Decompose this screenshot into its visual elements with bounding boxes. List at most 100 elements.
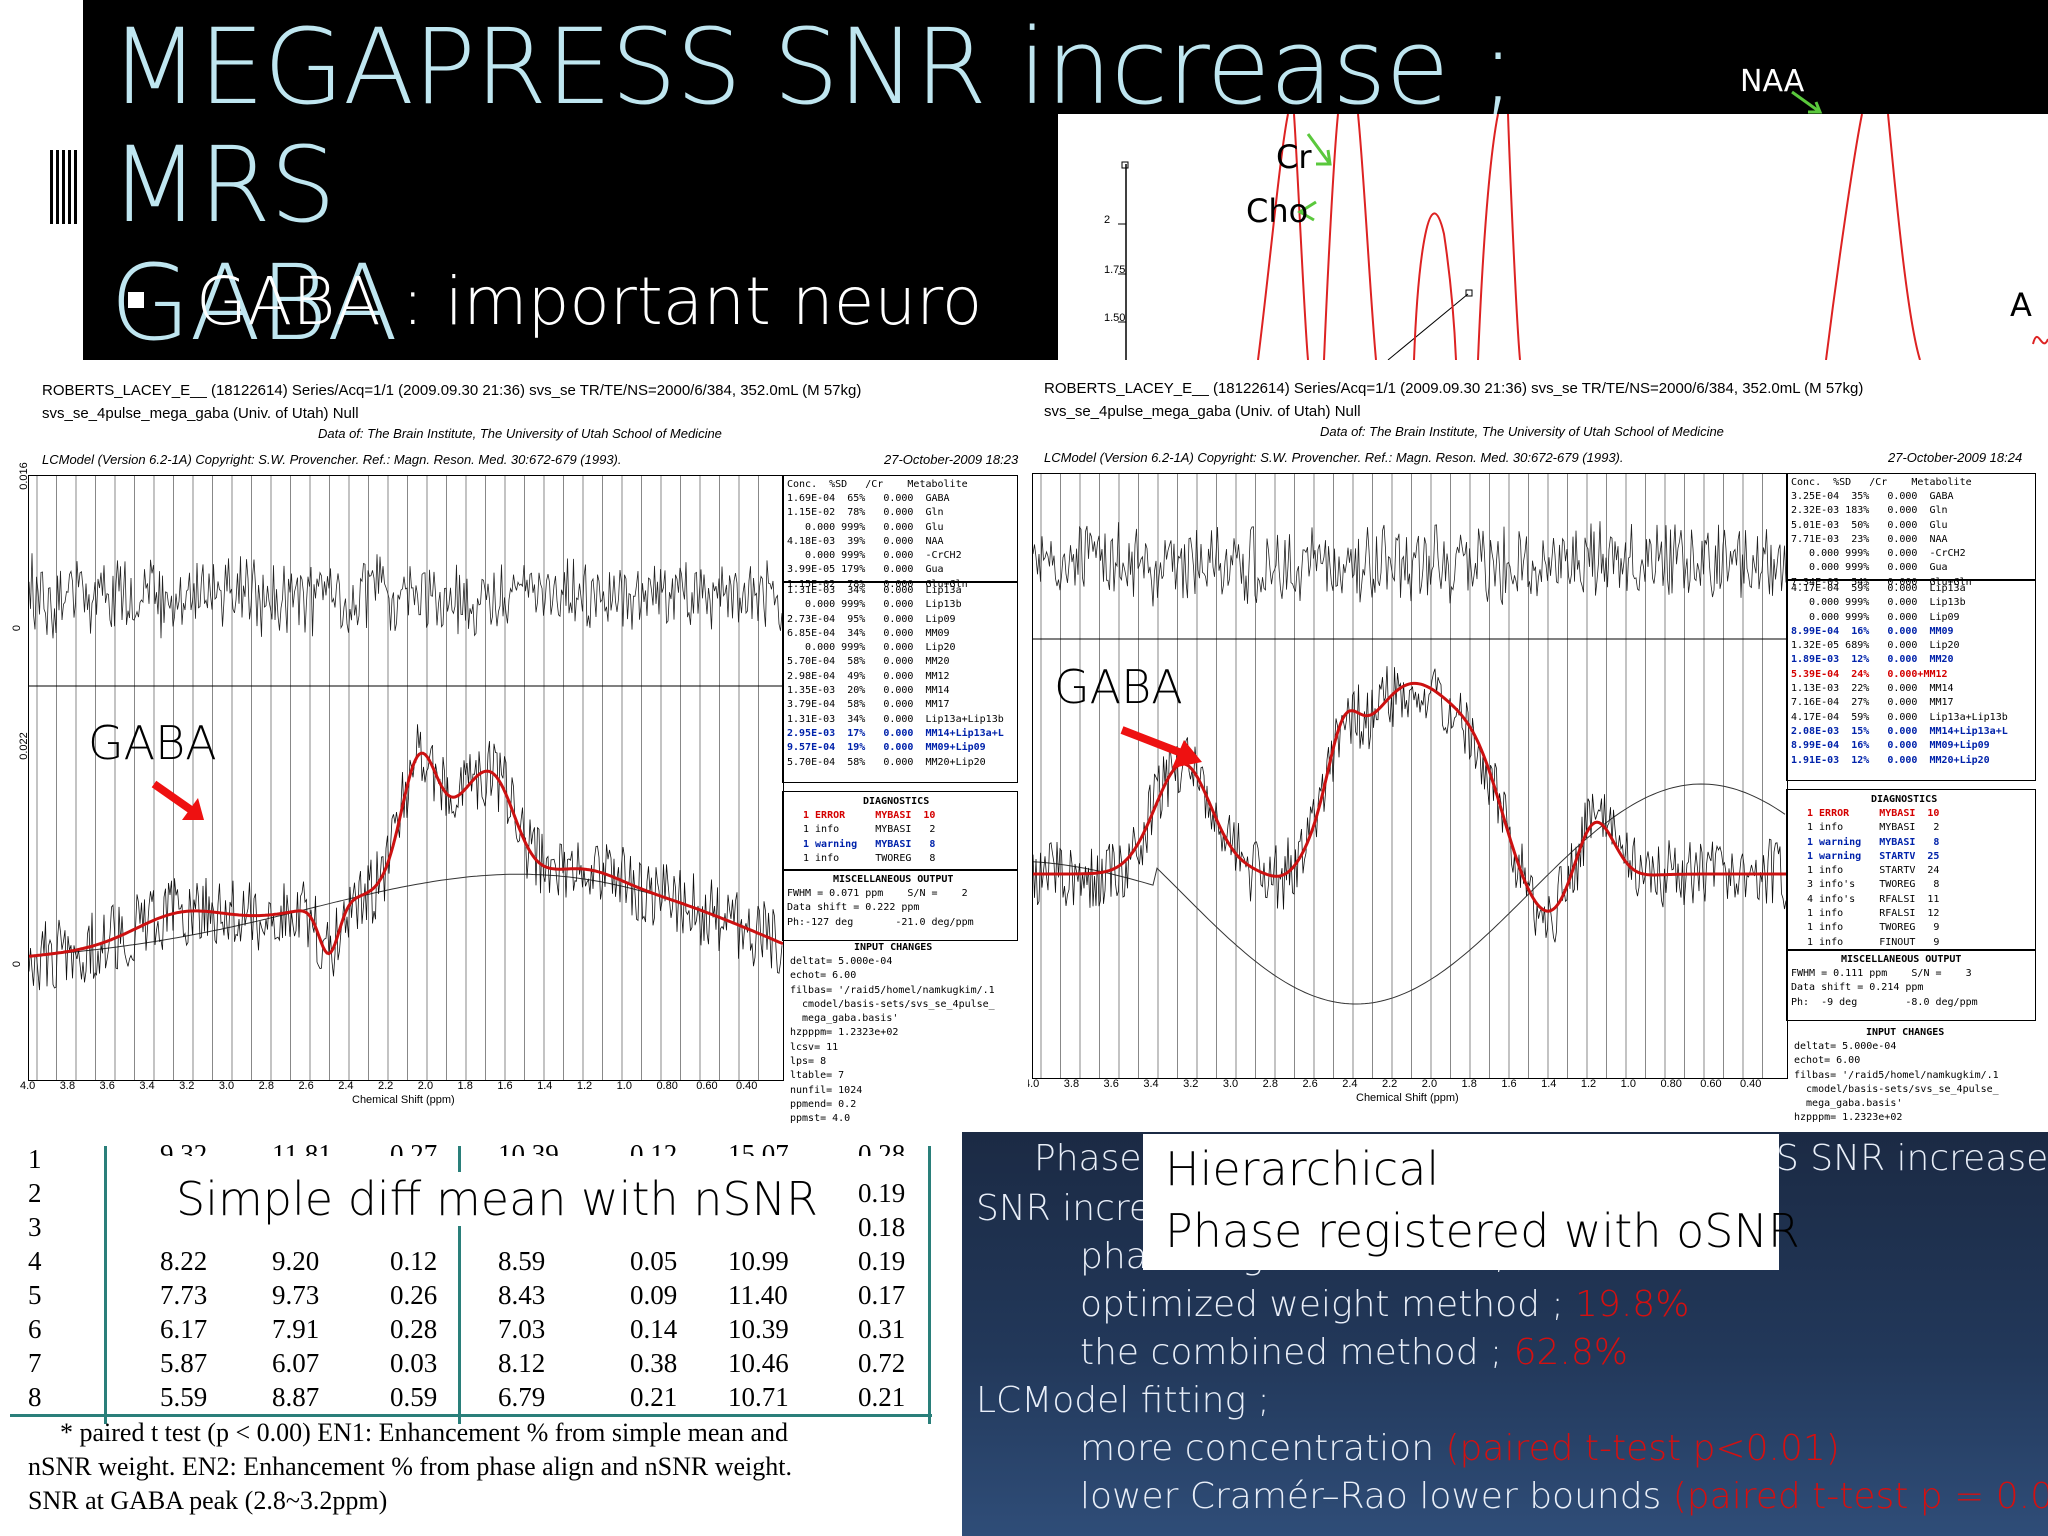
optimized-value: 19.8% [1575,1284,1690,1325]
inset-peak [1323,114,1377,360]
conc-row: 1.69E-04 65% 0.000 GABA [787,493,950,504]
xtick-label: 2.4 [1342,1078,1358,1090]
diagnostics-rows: 1 ERROR MYBASI 10 1 info MYBASI 2 1 warnin… [803,809,935,866]
conc-row: 0.000 999% 0.000 Lip20 [787,642,956,654]
xtick-label: 3.8 [1063,1078,1080,1090]
input-row: hzpppm= 1.2323e+02 [790,1027,899,1039]
xtick-label: 2.0 [417,1080,434,1092]
table-cell: 6.17 [160,1314,208,1344]
conc-row: 1.31E-03 34% 0.000 Lip13a [787,585,962,596]
conc-row-highlight: 8.99E-04 16% 0.000 MM09 [1791,625,1954,637]
conc-row: 3.99E-05 179% 0.000 Gua [787,564,944,576]
conc-row: 0.000 999% 0.000 Gua [1791,562,1948,574]
panel-header-line3: Data of: The Brain Institute, The Univer… [1320,424,1724,439]
cho-arrow-icon [1297,200,1317,222]
table-cell-partial: 0.12 [630,1139,678,1156]
data-trace [28,724,783,991]
table-cell: 0.59 [390,1382,438,1412]
diagnostics-rows: 1 ERROR MYBASI 10 1 info MYBASI 2 1 warnin… [1807,807,1939,950]
diagnostic-row: 1 ERROR MYBASI 10 [803,810,936,821]
conc-row: 0.000 999% 0.000 Lip13b [787,599,962,611]
lower-crlb-text: lower Cramér–Rao lower bounds [1080,1476,1662,1517]
diagnostic-row: 4 info's RFALSI 11 [1807,893,1940,905]
input-row: cmodel/basis-sets/svs_se_4pulse_ [1794,1083,1999,1095]
xtick-label: 2.0 [1421,1078,1438,1090]
lower-crlb-value: (paired t-test p = 0.08). [1672,1476,2048,1517]
xtick-label: 2.8 [258,1080,274,1092]
fit-trace [1033,681,1787,913]
diagnostics-title: DIAGNOSTICS [1871,794,1938,805]
diagnostic-row: 1 warning MYBASI 8 [803,838,936,850]
xtick-label: 3.2 [1183,1078,1199,1090]
xtick-label: 1.0 [616,1080,632,1092]
xtick-label: 1.2 [1580,1078,1597,1090]
spectrum-plot-right [1032,473,1788,1079]
xtick-label: 3.0 [1222,1078,1239,1090]
gaba-red-arrow-icon [1120,726,1202,768]
table-footnote-line1: * paired t test (p < 0.00) EN1: Enhancem… [60,1418,789,1447]
xtick-label: 3.0 [218,1080,235,1092]
table-cell: 11.40 [728,1280,788,1310]
slide-bullet-text: GABA : important neuro [196,263,983,340]
table-cell: 0.31 [858,1314,906,1344]
table-cell: 0.38 [630,1348,678,1378]
diagnostic-row: 1 info RFALSI 12 [1807,908,1940,920]
hierarchical-box: Hierarchical Phase registered with oSNR [1143,1134,1800,1270]
lcmodel-panel-left: ROBERTS_LACEY_E__ (18122614) Series/Acq=… [0,360,1028,1132]
conc-row: 1.31E-03 34% 0.000 Lip13a+Lip13b [787,713,1004,725]
ytick-left: 0.016 [17,462,30,490]
conc-row: 0.000 999% 0.000 Glu [787,521,944,533]
diagnostics-box-right: DIAGNOSTICS 1 ERROR MYBASI 10 1 info MYBA… [1786,789,2036,951]
conc-row: 7.34E-03 54% 0.000 Glu+Gln [1791,576,1972,588]
slide-title-line2: GABA [110,242,398,364]
diagnostic-row: 1 warning STARTV 25 [1807,850,1940,862]
table-cell: 0.03 [390,1348,438,1378]
xtick-label: 1.8 [457,1080,473,1092]
diagnostics-title: DIAGNOSTICS [863,796,930,807]
naa-arrow-icon [1791,90,1823,114]
slide-item-lower-crlb: lower Cramér–Rao lower bounds (paired t-… [1080,1476,2048,1517]
diagnostic-row: 1 ERROR MYBASI 10 [1807,808,1940,819]
input-row: lcsv= 11 [790,1041,839,1053]
panel-header-line2: svs_se_4pulse_mega_gaba (Univ. of Utah) … [1044,403,1361,420]
xtick-label: 0.80 [1660,1078,1682,1090]
inset-peak [1413,212,1457,360]
conc-row-highlight: 8.99E-04 16% 0.000 MM09+Lip09 [1791,740,1990,752]
input-title: INPUT CHANGES [1866,1027,1945,1038]
diagnostic-row: 1 info FINOUT 9 [1807,936,1940,948]
table-cell: 0.14 [630,1314,678,1344]
table-divider [458,1146,461,1424]
input-row: deltat= 5.000e-04 [790,956,893,967]
table-cell: 0.09 [630,1280,678,1310]
conc-row: 0.000 999% 0.000 Lip09 [1791,611,1960,623]
conc-row-flagged: 5.39E-04 24% 0.000+MM12 [1791,668,1948,680]
input-row: echot= 6.00 [790,970,857,982]
table-cell: 0.05 [630,1246,678,1276]
row-id: 5 [28,1280,42,1310]
inset-peak [1825,114,1921,360]
conc-row: 4.18E-03 39% 0.000 NAA [787,535,944,547]
table-cell: 5.87 [160,1348,208,1378]
data-trace [1032,666,1787,943]
xtick-label: 1.4 [1541,1078,1557,1090]
conc-row: 1.32E-05 689% 0.000 Lip20 [1791,640,1960,652]
xtick-label: 0.40 [1740,1078,1762,1090]
input-row: hzpppm= 1.2323e+02 [1794,1112,1903,1124]
conc-row-highlight: 1.89E-03 12% 0.000 MM20 [1791,654,1954,666]
conc-row: 0.000 999% 0.000 -CrCH2 [787,550,962,562]
input-row: ppmend= 0.2 [790,1098,857,1110]
spectrum-svg-left [28,476,784,1080]
hierarchical-line2: Phase registered with oSNR [1165,1204,1800,1258]
diagnostic-row: 1 info MYBASI 2 [803,824,936,836]
xtick-label: 3.8 [59,1080,76,1092]
table-divider [104,1146,107,1424]
xtick-label: 2.2 [378,1080,394,1092]
slide-text-snr-increase: S SNR increase [1776,1138,2048,1179]
conc-table-1-right: Conc. %SD /Cr Metabolite 3.25E-04 35% 0.… [1786,473,2036,588]
xtick-label: 0.80 [656,1080,678,1092]
table-cell: 10.39 [728,1314,789,1344]
xtick-label: 1.6 [1501,1078,1517,1090]
residual-trace [28,553,783,639]
panel-date: 27-October-2009 18:23 [884,452,1019,467]
table-cell: 0.17 [858,1280,906,1310]
